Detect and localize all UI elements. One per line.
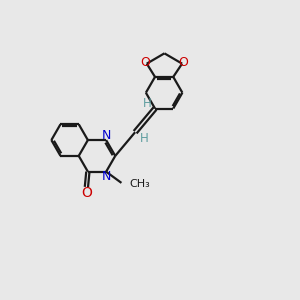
Text: N: N (101, 170, 111, 183)
Text: CH₃: CH₃ (130, 179, 150, 189)
Text: O: O (178, 56, 188, 69)
Text: H: H (142, 97, 151, 110)
Text: O: O (81, 187, 92, 200)
Text: H: H (140, 132, 148, 145)
Text: O: O (140, 56, 150, 69)
Text: N: N (101, 129, 111, 142)
